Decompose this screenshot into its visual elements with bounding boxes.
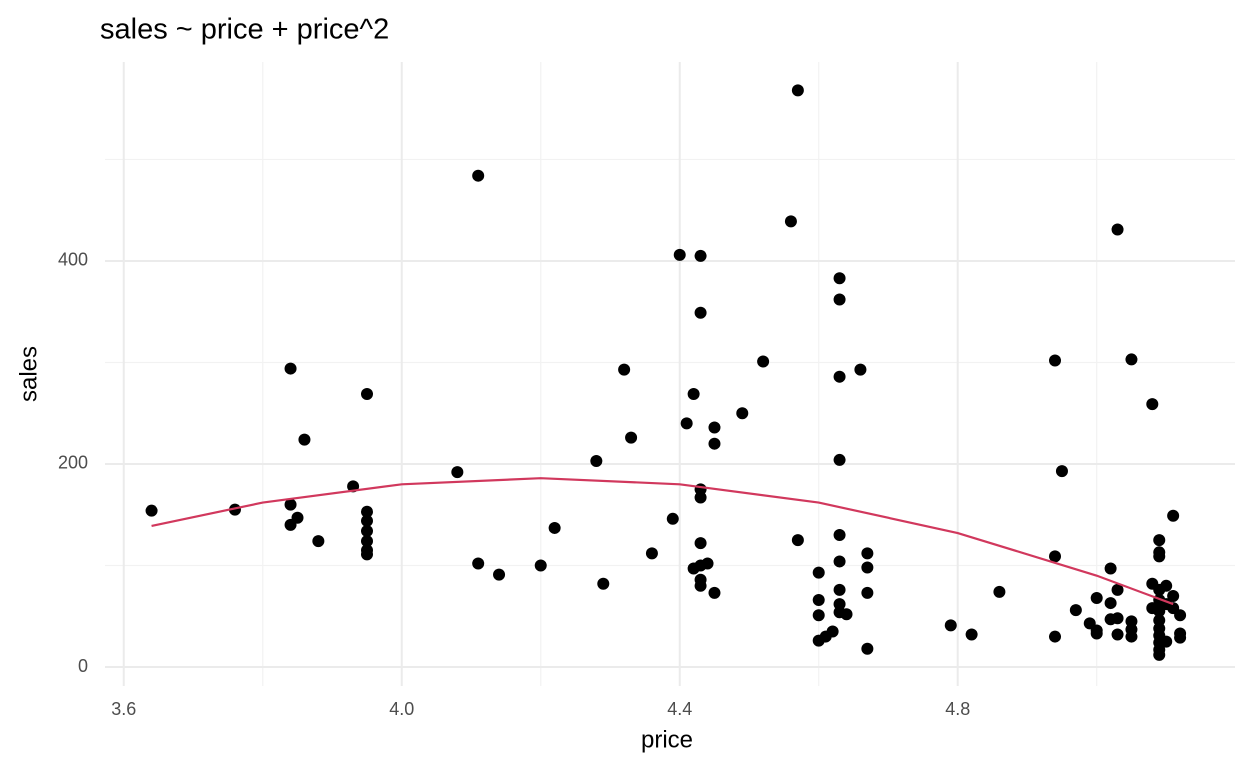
point (1049, 630, 1062, 643)
point (708, 437, 721, 450)
x-axis-label: price (641, 726, 693, 753)
point (1049, 354, 1062, 367)
point (965, 628, 978, 641)
point (1111, 583, 1124, 596)
x-tick-label: 4.0 (389, 699, 414, 719)
point (1167, 509, 1180, 522)
point (708, 586, 721, 599)
point (360, 524, 373, 537)
x-tick-label: 4.4 (667, 699, 692, 719)
x-tick-label: 3.6 (111, 699, 136, 719)
point (833, 272, 846, 285)
point (1153, 550, 1166, 563)
point (360, 535, 373, 548)
point (1111, 612, 1124, 625)
point (1090, 627, 1103, 640)
point (284, 498, 297, 511)
point (812, 594, 825, 607)
point (548, 521, 561, 534)
y-tick-label: 200 (58, 453, 88, 473)
point (618, 363, 631, 376)
point (360, 387, 373, 400)
point (1160, 635, 1173, 648)
point (993, 585, 1006, 598)
point (472, 169, 485, 182)
point (1160, 579, 1173, 592)
point (1069, 604, 1082, 617)
point (701, 557, 714, 570)
point (666, 512, 679, 525)
point (812, 566, 825, 579)
point (791, 84, 804, 97)
y-tick-label: 400 (58, 250, 88, 270)
point (1125, 630, 1138, 643)
y-axis-label: sales (15, 346, 42, 402)
point (736, 407, 749, 420)
point (854, 363, 867, 376)
point (687, 387, 700, 400)
point (861, 561, 874, 574)
point (694, 491, 707, 504)
point (694, 249, 707, 262)
point (861, 547, 874, 560)
point (534, 559, 547, 572)
point (708, 421, 721, 434)
point (1104, 562, 1117, 575)
point (451, 466, 464, 479)
point (625, 431, 638, 444)
point (590, 454, 603, 467)
point (1049, 550, 1062, 563)
point (673, 248, 686, 261)
point (757, 355, 770, 368)
point (1146, 398, 1159, 411)
point (1090, 591, 1103, 604)
point (1174, 609, 1187, 622)
point (493, 568, 506, 581)
point (833, 529, 846, 542)
point (680, 417, 693, 430)
point (1125, 353, 1138, 366)
point (812, 609, 825, 622)
point (694, 306, 707, 319)
point (833, 555, 846, 568)
point (1111, 223, 1124, 236)
point (645, 547, 658, 560)
x-tick-label: 4.8 (945, 699, 970, 719)
point (360, 548, 373, 561)
point (1104, 597, 1117, 610)
point (291, 511, 304, 524)
point (1174, 631, 1187, 644)
point (284, 362, 297, 375)
point (694, 537, 707, 550)
point (784, 215, 797, 228)
point (861, 586, 874, 599)
point (694, 579, 707, 592)
point (840, 608, 853, 621)
chart-title: sales ~ price + price^2 (100, 14, 389, 46)
point (312, 535, 325, 548)
point (472, 557, 485, 570)
point (833, 453, 846, 466)
point (1167, 589, 1180, 602)
point (1153, 648, 1166, 661)
fit-line (151, 477, 1174, 606)
point (861, 642, 874, 655)
point (298, 433, 311, 446)
y-tick-label: 0 (78, 656, 88, 676)
point (833, 583, 846, 596)
point (826, 625, 839, 638)
point (360, 514, 373, 527)
point (791, 534, 804, 547)
point (1055, 465, 1068, 478)
point (597, 577, 610, 590)
point (360, 505, 373, 518)
point (944, 619, 957, 632)
point (145, 504, 158, 517)
point (1111, 628, 1124, 641)
point (833, 293, 846, 306)
point (1153, 534, 1166, 547)
point (833, 370, 846, 383)
